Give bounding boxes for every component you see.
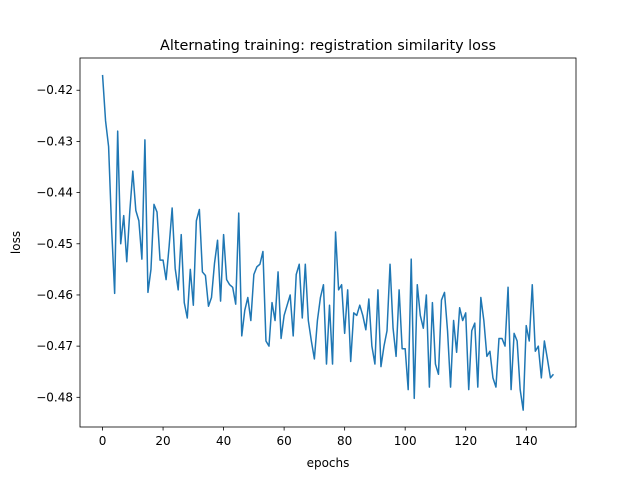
x-tick-label: 80 xyxy=(337,434,352,448)
x-tick-label: 60 xyxy=(276,434,291,448)
plot-frame xyxy=(79,57,577,428)
y-tick-label: −0.44 xyxy=(36,186,73,200)
x-tick-label: 120 xyxy=(454,434,477,448)
x-tick-label: 20 xyxy=(155,434,170,448)
x-axis-label: epochs xyxy=(307,456,350,470)
y-tick-label: −0.45 xyxy=(36,237,73,251)
x-tick-label: 100 xyxy=(394,434,417,448)
x-tick-label: 140 xyxy=(515,434,538,448)
chart-title: Alternating training: registration simil… xyxy=(160,38,496,54)
y-axis-label: loss xyxy=(9,231,23,254)
x-tick-label: 0 xyxy=(99,434,107,448)
y-tick-label: −0.42 xyxy=(36,83,73,97)
line-series xyxy=(101,74,555,411)
y-tick-label: −0.43 xyxy=(36,134,73,148)
y-tick-label: −0.48 xyxy=(36,390,73,404)
y-tick-label: −0.46 xyxy=(36,288,73,302)
y-tick-label: −0.47 xyxy=(36,339,73,353)
x-tick-label: 40 xyxy=(216,434,231,448)
